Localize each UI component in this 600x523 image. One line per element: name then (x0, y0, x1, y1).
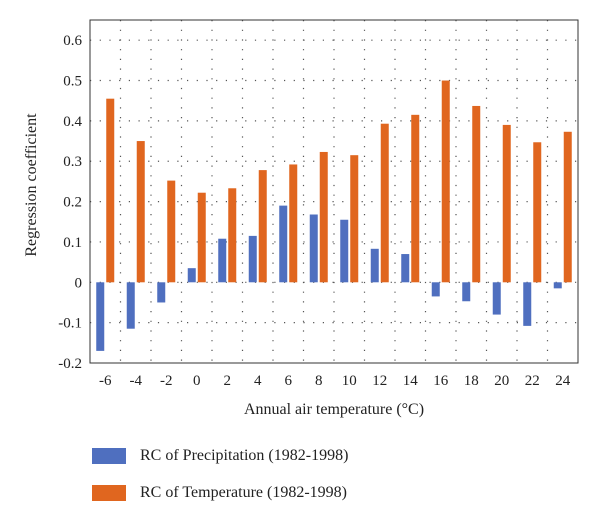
temperature-bar (167, 180, 176, 283)
temperature-bar (197, 192, 206, 283)
tick-labels: -0.2-0.100.10.20.30.40.50.6-6 -4 -2 0 2 4 6 8 10… (58, 33, 571, 389)
x-tick-label: 22 (525, 373, 540, 389)
precipitation-bar (309, 214, 318, 283)
temperature-bar (319, 151, 328, 283)
x-tick-label: -6 (99, 373, 112, 389)
y-tick-label: 0.4 (63, 114, 82, 130)
precipitation-bar (96, 282, 105, 351)
x-tick-label: 24 (555, 373, 571, 389)
x-tick-label: 6 (285, 373, 293, 389)
temperature-bar (289, 164, 298, 283)
temperature-bar (472, 105, 481, 283)
x-tick-label: 18 (464, 373, 479, 389)
temperature-bar (136, 141, 145, 283)
y-tick-label: 0.5 (63, 74, 82, 90)
precipitation-bar (218, 238, 227, 283)
y-tick-label: -0.1 (58, 316, 82, 332)
temperature-bar (228, 188, 237, 283)
y-tick-label: -0.2 (58, 356, 82, 372)
legend-swatch-temperature (92, 485, 126, 501)
temperature-bar (258, 170, 267, 283)
precipitation-bar (553, 282, 562, 289)
x-tick-label: 20 (494, 373, 509, 389)
bars (96, 80, 572, 351)
x-tick-label: 0 (193, 373, 201, 389)
x-tick-label: -2 (160, 373, 173, 389)
precipitation-bar (523, 282, 532, 326)
y-tick-label: 0.6 (63, 33, 82, 49)
legend-swatch-precipitation (92, 448, 126, 464)
precipitation-bar (157, 282, 166, 303)
x-tick-label: -4 (130, 373, 143, 389)
legend-item-precipitation: RC of Precipitation (1982-1998) (92, 447, 348, 465)
temperature-bar (350, 155, 359, 283)
x-tick-label: 2 (224, 373, 232, 389)
x-tick-label: 10 (342, 373, 357, 389)
temperature-bar (441, 80, 450, 283)
temperature-bar (106, 98, 115, 283)
y-tick-label: 0.2 (63, 195, 82, 211)
precipitation-bar (248, 235, 257, 283)
temperature-bar (533, 142, 542, 283)
precipitation-bar (279, 205, 288, 283)
precipitation-bar (340, 219, 349, 283)
legend-label-temperature: RC of Temperature (1982-1998) (140, 484, 347, 501)
temperature-bar (502, 124, 511, 283)
plot-frame (89, 19, 579, 364)
x-tick-label: 8 (315, 373, 323, 389)
precipitation-bar (401, 254, 410, 283)
temperature-bar (380, 123, 389, 283)
x-tick-label: 16 (433, 373, 449, 389)
precipitation-bar (187, 268, 196, 283)
y-axis-label: Regression coefficient (23, 113, 40, 257)
precipitation-bar (126, 282, 135, 329)
legend-item-temperature: RC of Temperature (1982-1998) (92, 484, 347, 502)
y-tick-label: 0 (75, 275, 83, 291)
precipitation-bar (492, 282, 501, 315)
precipitation-bar (462, 282, 471, 302)
x-axis-label: Annual air temperature (°C) (244, 401, 424, 418)
x-tick-label: 14 (403, 373, 419, 389)
y-tick-label: 0.1 (63, 235, 82, 251)
y-tick-label: 0.3 (63, 154, 82, 170)
x-tick-label: 4 (254, 373, 262, 389)
temperature-bar (563, 131, 572, 283)
temperature-bar (411, 114, 420, 283)
precipitation-bar (431, 282, 440, 297)
legend-label-precipitation: RC of Precipitation (1982-1998) (140, 447, 349, 464)
precipitation-bar (370, 248, 379, 283)
x-tick-label: 12 (372, 373, 387, 389)
